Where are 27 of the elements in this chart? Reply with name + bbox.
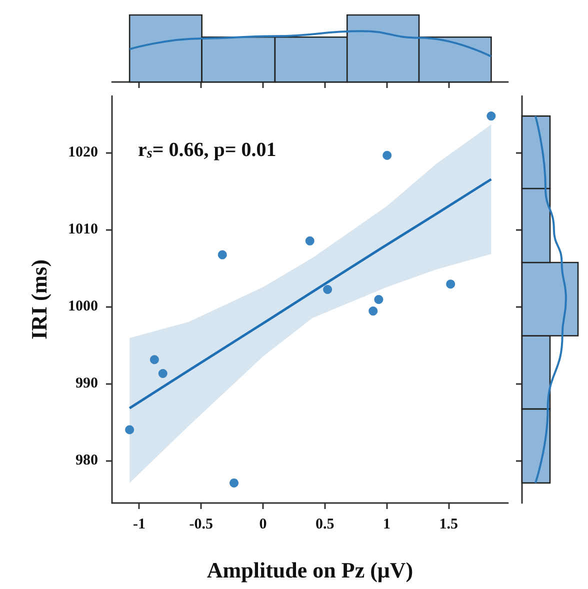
x-axis-title: Amplitude on Pz (μV) (206, 558, 414, 582)
point (446, 280, 456, 289)
point (218, 250, 227, 260)
point (230, 478, 239, 488)
x-tick-label: 1 (382, 516, 390, 532)
x-tick-label: 1.5 (439, 516, 458, 532)
x-tick-label: 0 (259, 516, 267, 532)
point (486, 112, 496, 121)
x-tick-label: -1 (132, 516, 146, 532)
y-tick-label: 1020 (68, 144, 98, 160)
point (368, 306, 378, 316)
y-tick-label: 1000 (68, 298, 98, 314)
point (125, 425, 134, 434)
line-series (128, 178, 492, 410)
point (374, 295, 384, 304)
point (323, 284, 332, 294)
y-tick-label: 980 (76, 452, 98, 469)
annotation: rs= 0.66, p= 0.01 (138, 139, 276, 162)
y-axis-title: IRI (ms) (26, 259, 52, 340)
y-tick-label: 990 (76, 376, 98, 392)
point (150, 355, 159, 364)
point (305, 236, 314, 246)
point (382, 150, 392, 160)
x-tick-label: 0.5 (315, 516, 334, 532)
point (158, 369, 168, 378)
x-tick-label: -0.5 (189, 516, 213, 532)
y-tick-label: 1010 (68, 221, 98, 238)
